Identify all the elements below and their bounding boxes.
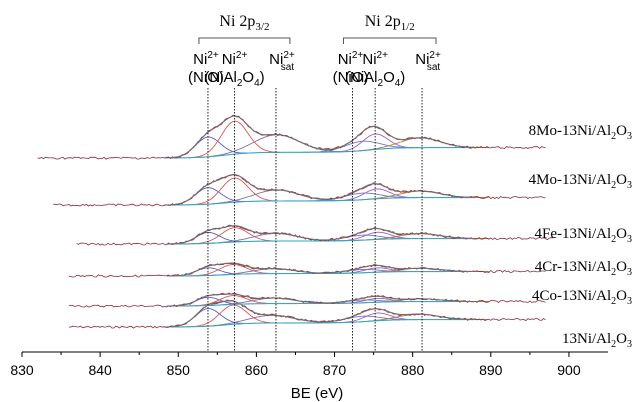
peak-label-top: Ni2+ bbox=[362, 50, 388, 68]
peak-label-top: Ni2+ bbox=[193, 50, 219, 68]
fit-component bbox=[301, 140, 421, 153]
spectra-layer bbox=[37, 114, 554, 329]
peak-label-top: Ni2+ bbox=[222, 50, 248, 68]
series-name: 8Mo-13Ni/Al2O3 bbox=[529, 123, 632, 142]
peak-label-bottom: (NiAl2O4) bbox=[204, 69, 264, 89]
region-label-sub: 1/2 bbox=[401, 21, 415, 33]
fit-component bbox=[188, 227, 280, 245]
background-line bbox=[170, 238, 476, 245]
raw-spectrum bbox=[68, 262, 546, 278]
raw-spectrum bbox=[68, 292, 546, 308]
fit-envelope bbox=[170, 300, 476, 328]
spectrum-0 bbox=[68, 299, 546, 329]
series-names: 13Ni/Al2O3 4Co-13Ni/Al2O3 4Cr-13Ni/Al2O3 4F… bbox=[529, 123, 632, 350]
x-tick-label: 870 bbox=[323, 362, 347, 378]
x-tick-label: 840 bbox=[88, 362, 112, 378]
region-label-main: Ni 2p bbox=[365, 13, 401, 30]
series-name: 4Co-13Ni/Al2O3 bbox=[532, 288, 632, 307]
region-bracket bbox=[198, 37, 291, 44]
fit-component bbox=[197, 134, 356, 158]
background-line bbox=[170, 197, 476, 206]
fit-component bbox=[188, 120, 280, 159]
series-name: 4Cr-13Ni/Al2O3 bbox=[535, 259, 632, 278]
region-bracket bbox=[343, 37, 437, 44]
x-ticks: 830 840 850 860 870 880 890 900 bbox=[10, 352, 581, 378]
fit-component bbox=[188, 177, 280, 206]
region-label: Ni 2p1/2 bbox=[365, 13, 415, 33]
region-label-main: Ni 2p bbox=[219, 13, 255, 30]
fit-component bbox=[333, 188, 419, 202]
fit-envelope bbox=[170, 225, 476, 245]
x-tick-label: 850 bbox=[167, 362, 191, 378]
peak-label-top: Ni2+ sat bbox=[269, 50, 295, 73]
spectrum-5 bbox=[37, 114, 546, 160]
series-name: 4Fe-13Ni/Al2O3 bbox=[534, 226, 632, 245]
fit-component bbox=[186, 295, 279, 307]
fit-component bbox=[186, 304, 279, 328]
x-tick-label: 890 bbox=[479, 362, 503, 378]
spectrum-2 bbox=[68, 262, 546, 278]
peak-label-bottom: (NiAl2O4) bbox=[345, 69, 405, 89]
peak-label-bottom: (NiO) bbox=[188, 69, 224, 86]
x-tick-label: 880 bbox=[401, 362, 425, 378]
region-label-sub: 3/2 bbox=[255, 21, 269, 33]
reference-lines bbox=[207, 88, 423, 352]
fit-envelope bbox=[170, 115, 476, 159]
x-tick-label: 830 bbox=[10, 362, 34, 378]
background-line bbox=[170, 147, 476, 159]
spectrum-4 bbox=[53, 174, 546, 207]
peak-label-bottom: (NiO) bbox=[333, 69, 369, 86]
raw-spectrum bbox=[76, 224, 554, 246]
peak-label-top: Ni2+ bbox=[338, 50, 364, 68]
peak-label-top: Ni2+ sat bbox=[415, 50, 441, 73]
fit-component bbox=[186, 264, 279, 277]
fit-envelope bbox=[170, 174, 476, 206]
region-label: Ni 2p3/2 bbox=[219, 13, 269, 33]
background-line bbox=[170, 319, 476, 328]
series-name: 4Mo-13Ni/Al2O3 bbox=[529, 172, 632, 191]
x-tick-label: 860 bbox=[245, 362, 269, 378]
fit-component bbox=[331, 133, 418, 153]
spectrum-3 bbox=[76, 224, 554, 246]
series-name: 13Ni/Al2O3 bbox=[562, 331, 632, 350]
x-tick-label: 900 bbox=[557, 362, 581, 378]
fit-component bbox=[164, 136, 251, 159]
annotation-labels: Ni 2p3/2 Ni 2p1/2Ni2+(NiO)Ni2+(NiAl2O4)Ni… bbox=[188, 13, 441, 89]
fit-envelope bbox=[170, 262, 476, 277]
spectrum-1 bbox=[68, 292, 546, 308]
fit-envelope bbox=[170, 293, 476, 307]
x-axis-label: BE (eV) bbox=[291, 385, 344, 402]
raw-spectrum bbox=[68, 299, 546, 329]
